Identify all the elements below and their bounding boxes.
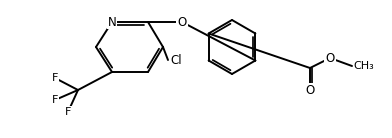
Text: F: F [52,95,58,105]
Text: CH₃: CH₃ [353,61,374,71]
Text: F: F [65,107,71,117]
Text: O: O [325,51,335,64]
Text: N: N [108,15,116,29]
Text: F: F [52,73,58,83]
Text: Cl: Cl [170,54,181,67]
Text: O: O [305,83,315,96]
Text: O: O [177,15,187,29]
